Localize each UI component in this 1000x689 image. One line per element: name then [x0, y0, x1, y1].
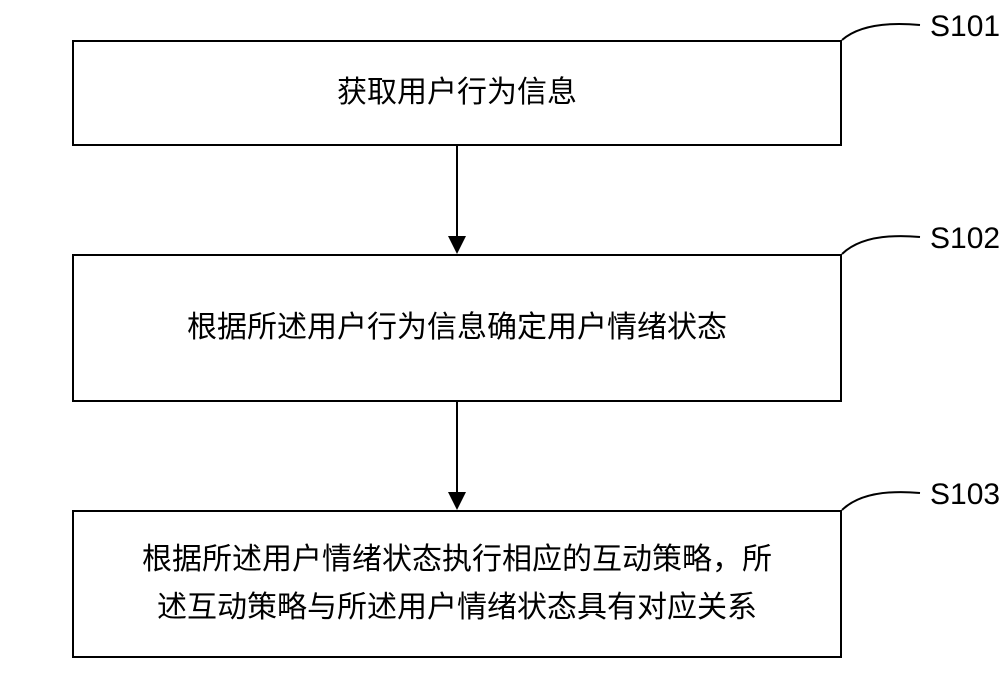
step-label-s101: S101	[930, 10, 1000, 44]
step-label-s103: S103	[930, 478, 1000, 512]
step-text-s102: 根据所述用户行为信息确定用户情绪状态	[187, 304, 727, 352]
step-box-s102: 根据所述用户行为信息确定用户情绪状态	[72, 254, 842, 402]
step-box-s101: 获取用户行为信息	[72, 40, 842, 146]
step-text-s103-line1: 根据所述用户情绪状态执行相应的互动策略，所	[142, 543, 772, 576]
flowchart-container: 获取用户行为信息 S101 根据所述用户行为信息确定用户情绪状态 S102 根据…	[0, 0, 1000, 689]
step-text-s103: 根据所述用户情绪状态执行相应的互动策略，所 述互动策略与所述用户情绪状态具有对应…	[142, 536, 772, 632]
step-text-s103-line2: 述互动策略与所述用户情绪状态具有对应关系	[157, 591, 757, 624]
step-box-s103: 根据所述用户情绪状态执行相应的互动策略，所 述互动策略与所述用户情绪状态具有对应…	[72, 510, 842, 658]
step-label-s102: S102	[930, 222, 1000, 256]
step-text-s101: 获取用户行为信息	[337, 69, 577, 117]
